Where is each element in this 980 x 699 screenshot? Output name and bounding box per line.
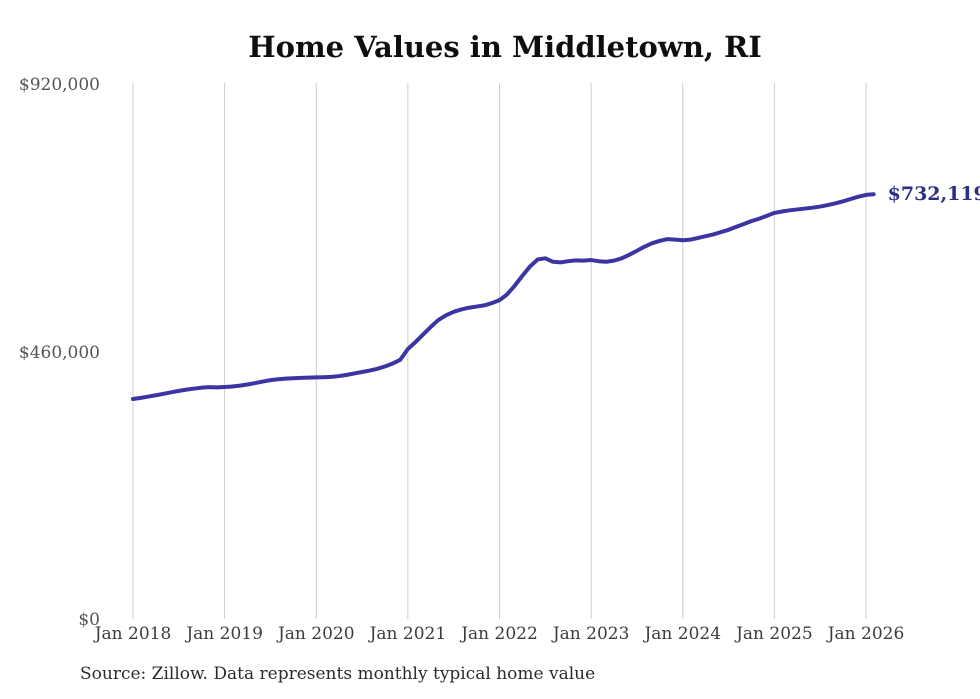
- chart-title: Home Values in Middletown, RI: [248, 30, 762, 64]
- home-value-series-line: [131, 192, 876, 402]
- x-axis-tick-jan-2022: Jan 2022: [461, 624, 538, 644]
- x-axis-tick-jan-2021: Jan 2021: [369, 624, 447, 644]
- x-axis-tick-jan-2026: Jan 2026: [827, 624, 905, 644]
- x-axis-tick-jan-2019: Jan 2019: [186, 624, 263, 644]
- x-axis-tick-jan-2020: Jan 2020: [277, 624, 355, 644]
- x-axis-tick-jan-2023: Jan 2023: [552, 624, 630, 644]
- x-axis-tick-jan-2025: Jan 2025: [736, 624, 813, 644]
- y-axis-tick-920000: $920,000: [18, 75, 100, 95]
- x-axis-tick-jan-2024: Jan 2024: [644, 624, 722, 644]
- source-attribution: Source: Zillow. Data represents monthly …: [80, 664, 596, 684]
- x-axis-tick-jan-2018: Jan 2018: [94, 624, 172, 644]
- y-axis-tick-460000: $460,000: [18, 342, 100, 363]
- y-axis-tick-0: $0: [78, 610, 100, 630]
- latest-value-label: $732,119: [887, 183, 980, 206]
